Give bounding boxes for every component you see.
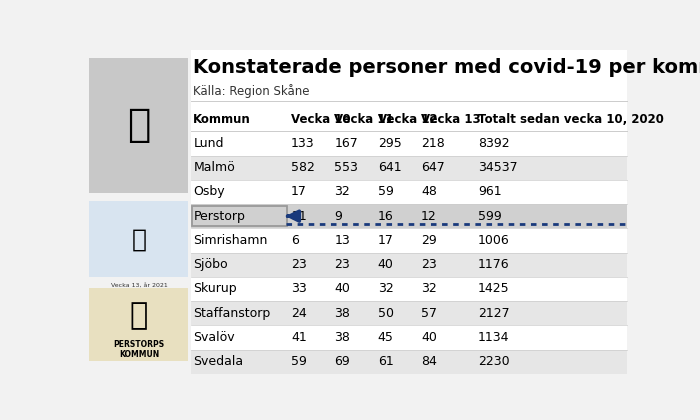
Text: 2127: 2127 [478, 307, 510, 320]
FancyBboxPatch shape [190, 204, 627, 228]
Text: 23: 23 [421, 258, 437, 271]
Text: 84: 84 [421, 355, 437, 368]
Text: 48: 48 [421, 185, 437, 198]
Text: 38: 38 [335, 331, 350, 344]
Text: Vecka 13, år 2021: Vecka 13, år 2021 [111, 283, 167, 288]
Text: 59: 59 [291, 355, 307, 368]
FancyBboxPatch shape [190, 50, 627, 374]
Text: 9: 9 [335, 210, 342, 223]
FancyBboxPatch shape [190, 349, 627, 374]
Text: Totalt sedan vecka 10, 2020: Totalt sedan vecka 10, 2020 [478, 113, 664, 126]
Text: 59: 59 [378, 185, 393, 198]
Text: Svedala: Svedala [193, 355, 244, 368]
Text: 41: 41 [291, 331, 307, 344]
Text: 🏛: 🏛 [130, 301, 148, 330]
Text: 40: 40 [335, 282, 350, 295]
FancyBboxPatch shape [88, 50, 190, 374]
Text: 32: 32 [421, 282, 437, 295]
Text: 32: 32 [378, 282, 393, 295]
Text: 🗺: 🗺 [132, 228, 146, 252]
Text: Svalöv: Svalöv [193, 331, 235, 344]
Text: Vecka 13: Vecka 13 [421, 113, 481, 126]
Text: Konstaterade personer med covid-19 per kommun: Konstaterade personer med covid-19 per k… [193, 58, 700, 77]
FancyBboxPatch shape [190, 180, 627, 204]
Text: 295: 295 [378, 137, 402, 150]
Text: 40: 40 [421, 331, 437, 344]
Text: Simrishamn: Simrishamn [193, 234, 267, 247]
FancyBboxPatch shape [89, 288, 188, 361]
Text: Vecka 12: Vecka 12 [378, 113, 438, 126]
FancyBboxPatch shape [190, 277, 627, 301]
Text: 218: 218 [421, 137, 445, 150]
Text: 12: 12 [421, 210, 437, 223]
Text: Skurup: Skurup [193, 282, 237, 295]
Text: 50: 50 [378, 307, 393, 320]
Text: Osby: Osby [193, 185, 225, 198]
Text: 13: 13 [335, 234, 350, 247]
Text: 23: 23 [291, 258, 307, 271]
Text: 🦠: 🦠 [127, 106, 150, 144]
Text: Malmö: Malmö [193, 161, 235, 174]
FancyBboxPatch shape [89, 201, 188, 277]
Text: 29: 29 [421, 234, 437, 247]
Text: Perstorp: Perstorp [193, 210, 245, 223]
Text: Lund: Lund [193, 137, 224, 150]
Text: 34537: 34537 [478, 161, 518, 174]
Text: 40: 40 [378, 258, 393, 271]
Text: 647: 647 [421, 161, 445, 174]
Text: 553: 553 [335, 161, 358, 174]
Text: 69: 69 [335, 355, 350, 368]
Text: 1006: 1006 [478, 234, 510, 247]
Text: 641: 641 [378, 161, 401, 174]
Text: 61: 61 [378, 355, 393, 368]
Text: Källa: Region Skåne: Källa: Region Skåne [193, 84, 310, 98]
Text: 16: 16 [378, 210, 393, 223]
Text: 23: 23 [335, 258, 350, 271]
Text: 961: 961 [478, 185, 502, 198]
Text: 133: 133 [291, 137, 314, 150]
Text: Kommun: Kommun [193, 113, 251, 126]
Text: 1425: 1425 [478, 282, 510, 295]
Text: 57: 57 [421, 307, 437, 320]
Text: 17: 17 [378, 234, 393, 247]
Text: Vecka 11: Vecka 11 [335, 113, 394, 126]
Text: 582: 582 [291, 161, 315, 174]
Text: 21: 21 [291, 210, 307, 223]
FancyBboxPatch shape [190, 155, 627, 180]
Text: 8392: 8392 [478, 137, 510, 150]
FancyBboxPatch shape [190, 252, 627, 277]
Text: 6: 6 [291, 234, 299, 247]
Text: Vecka 10: Vecka 10 [291, 113, 351, 126]
Text: 32: 32 [335, 185, 350, 198]
Text: Sjöbo: Sjöbo [193, 258, 228, 271]
FancyBboxPatch shape [89, 58, 188, 193]
FancyBboxPatch shape [190, 107, 627, 131]
Text: 1134: 1134 [478, 331, 510, 344]
Text: PERSTORPS
KOMMUN: PERSTORPS KOMMUN [113, 340, 164, 359]
Text: 599: 599 [478, 210, 502, 223]
Text: 24: 24 [291, 307, 307, 320]
Text: 2230: 2230 [478, 355, 510, 368]
FancyBboxPatch shape [190, 131, 627, 155]
FancyBboxPatch shape [193, 206, 287, 226]
FancyBboxPatch shape [190, 325, 627, 349]
Text: 38: 38 [335, 307, 350, 320]
Text: 45: 45 [378, 331, 393, 344]
FancyBboxPatch shape [190, 301, 627, 325]
FancyBboxPatch shape [190, 228, 627, 252]
Text: 1176: 1176 [478, 258, 510, 271]
Text: 17: 17 [291, 185, 307, 198]
Text: 167: 167 [335, 137, 358, 150]
Text: Staffanstorp: Staffanstorp [193, 307, 270, 320]
Text: 33: 33 [291, 282, 307, 295]
